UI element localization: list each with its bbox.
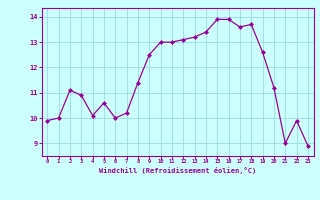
X-axis label: Windchill (Refroidissement éolien,°C): Windchill (Refroidissement éolien,°C) <box>99 167 256 174</box>
